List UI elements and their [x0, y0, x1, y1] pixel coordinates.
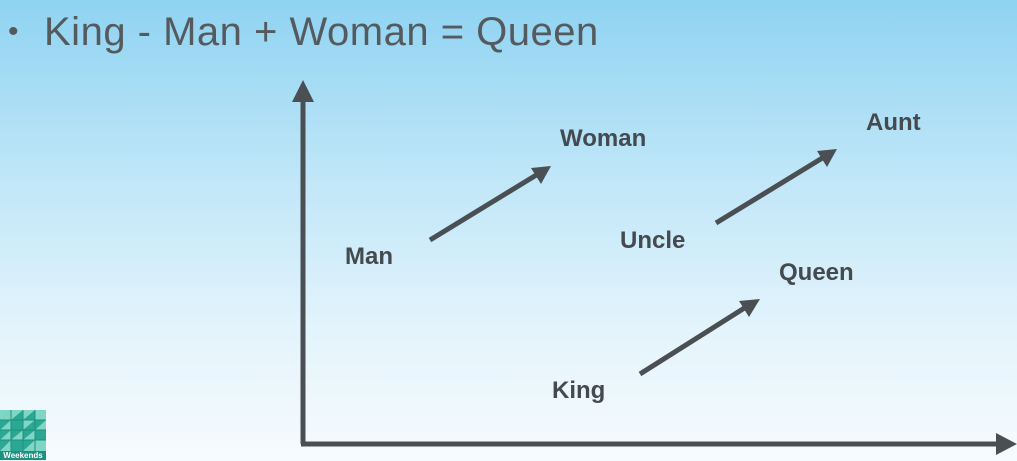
arrow-uncle-aunt [714, 149, 837, 226]
word-king: King [552, 377, 606, 404]
slide-bullet: • King - Man + Woman = Queen [8, 10, 599, 55]
arrow-man-woman [428, 166, 551, 243]
word-aunt: Aunt [866, 109, 921, 136]
equation-text: King - Man + Woman = Queen [44, 10, 599, 54]
x-axis-arrowhead [996, 433, 1017, 455]
word-queen: Queen [779, 259, 854, 286]
weekends-logo [0, 410, 46, 451]
word-woman: Woman [560, 125, 647, 152]
arrow-king-queen [638, 299, 760, 377]
word-uncle: Uncle [620, 227, 686, 254]
y-axis-arrowhead [292, 80, 314, 102]
word-man: Man [345, 243, 393, 270]
logo-text: Weekends [0, 451, 46, 460]
bullet-dot: • [8, 15, 20, 48]
